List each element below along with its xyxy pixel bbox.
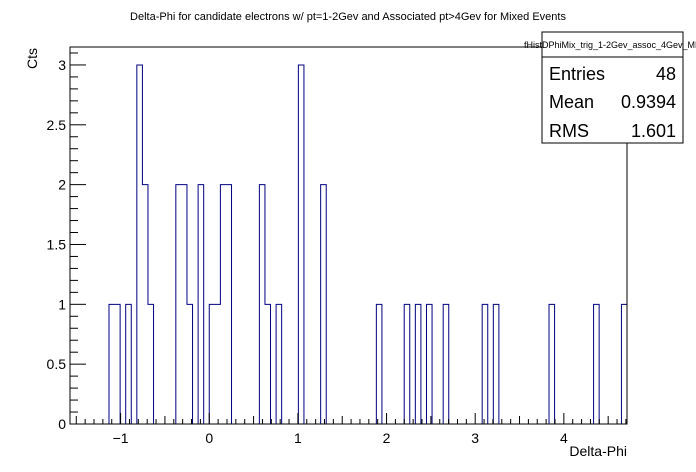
stats-box: fHistDPhiMix_trig_1-2Gev_assoc_4Gev_MB E… <box>524 32 696 143</box>
y-axis-title: Cts <box>24 48 40 69</box>
x-tick-label: 1 <box>294 430 302 446</box>
x-tick-label: −1 <box>113 430 129 446</box>
stats-mean-label: Mean <box>549 92 594 112</box>
chart-title: Delta-Phi for candidate electrons w/ pt=… <box>130 11 566 23</box>
x-axis-title: Delta-Phi <box>569 443 627 459</box>
stats-rms-label: RMS <box>549 121 589 141</box>
stats-entries-label: Entries <box>549 64 605 84</box>
y-tick-label: 3 <box>58 57 66 73</box>
y-tick-label: 2.5 <box>47 117 67 133</box>
y-tick-label: 1.5 <box>47 236 67 252</box>
x-tick-label: 2 <box>383 430 391 446</box>
stats-mean-value: 0.9394 <box>621 92 676 112</box>
y-tick-label: 0.5 <box>47 356 67 372</box>
y-tick-label: 0 <box>58 416 66 432</box>
x-tick-label: 0 <box>205 430 213 446</box>
stats-rms-value: 1.601 <box>631 121 676 141</box>
stats-entries-value: 48 <box>656 64 676 84</box>
stats-histogram-name: fHistDPhiMix_trig_1-2Gev_assoc_4Gev_MB <box>524 40 696 50</box>
x-tick-label: 4 <box>560 430 568 446</box>
x-tick-label: 3 <box>471 430 479 446</box>
y-tick-label: 2 <box>58 177 66 193</box>
y-tick-label: 1 <box>58 296 66 312</box>
